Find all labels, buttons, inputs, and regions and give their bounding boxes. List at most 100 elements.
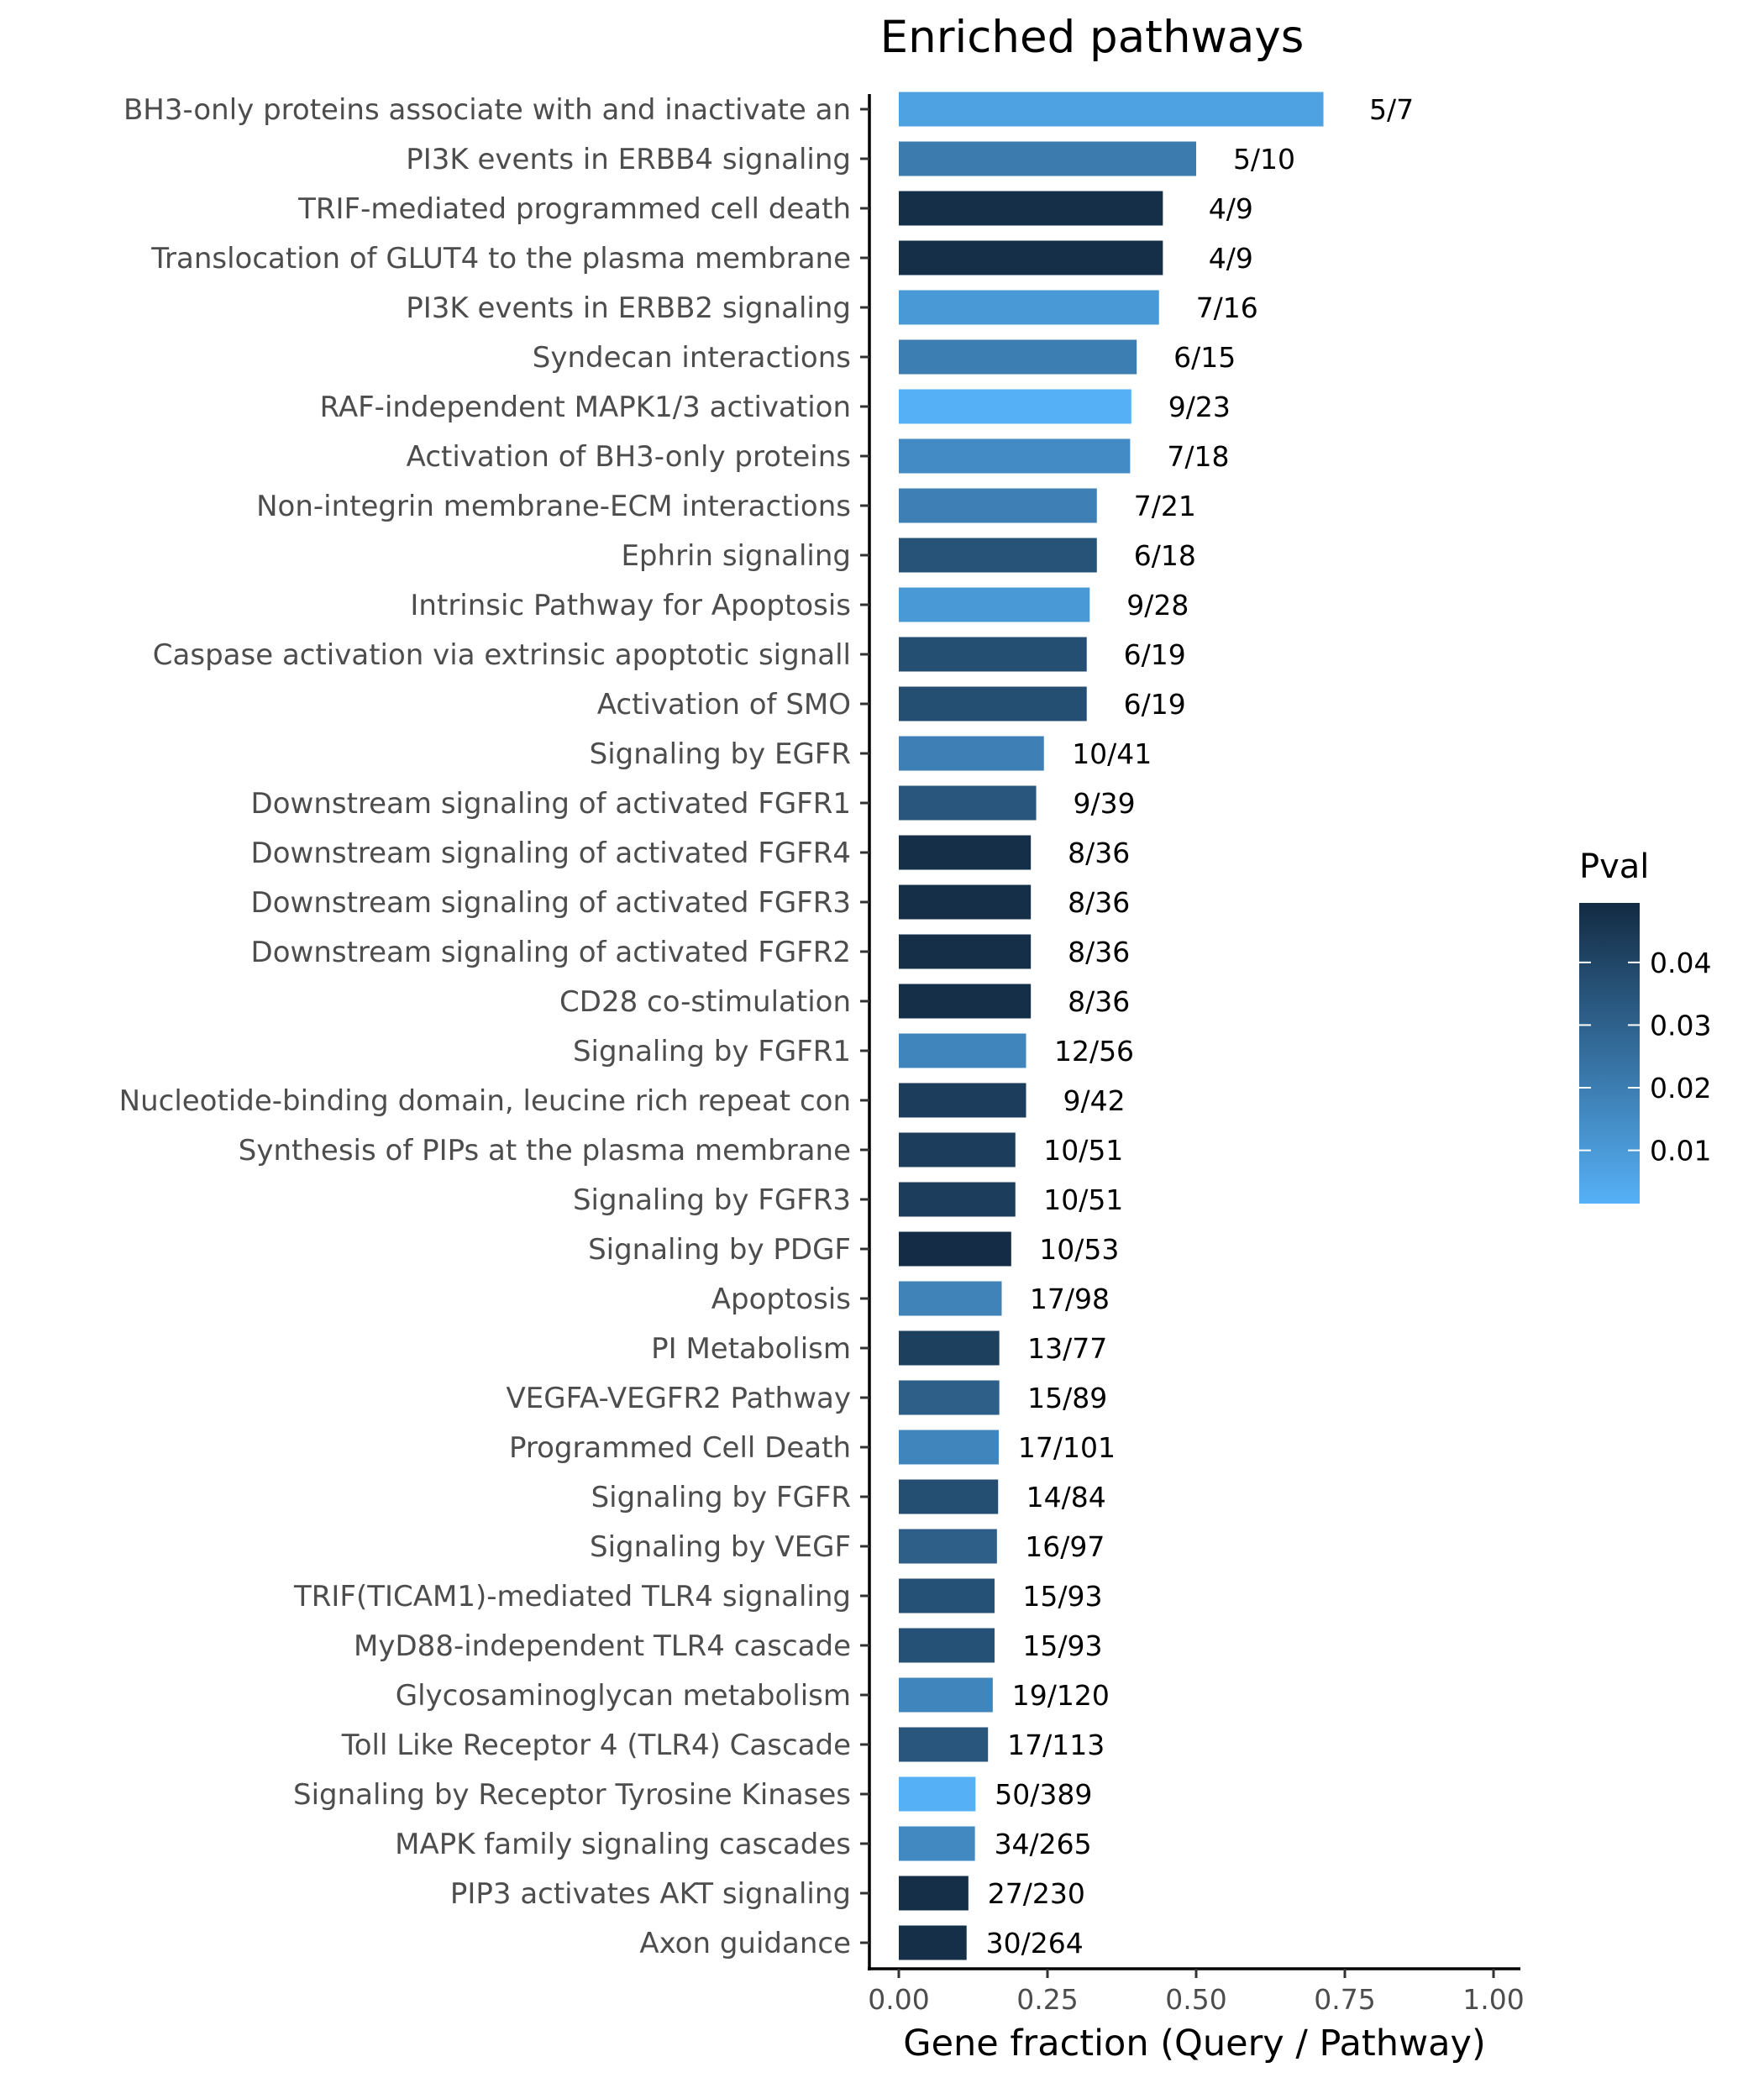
bar-value-label: 6/19 — [1124, 638, 1186, 671]
bar — [899, 785, 1037, 821]
bar — [899, 389, 1131, 424]
x-tick-label: 0.75 — [1314, 1983, 1375, 2016]
x-axis-ticks: 0.00 0.25 0.50 0.75 1.00 — [868, 1969, 1525, 2016]
bar — [899, 1826, 975, 1861]
category-label: Signaling by FGFR — [591, 1481, 851, 1514]
bar-value-label: 10/51 — [1043, 1183, 1123, 1216]
category-label: Axon guidance — [639, 1927, 851, 1960]
category-label: MAPK family signaling cascades — [395, 1828, 851, 1861]
bar — [899, 1132, 1016, 1167]
category-label: Downstream signaling of activated FGFR3 — [251, 886, 851, 920]
bar-value-label: 6/18 — [1134, 539, 1196, 572]
bar — [899, 835, 1032, 870]
bar-value-label: 10/53 — [1039, 1233, 1119, 1266]
bar-value-label: 10/51 — [1043, 1134, 1123, 1167]
bar — [899, 1182, 1016, 1217]
category-label: Signaling by Receptor Tyrosine Kinases — [293, 1778, 851, 1812]
category-label: Signaling by FGFR1 — [573, 1035, 851, 1068]
bar — [899, 984, 1032, 1019]
bar-value-label: 19/120 — [1012, 1679, 1110, 1712]
bar — [899, 1628, 995, 1663]
bar-value-label: 30/264 — [986, 1927, 1084, 1960]
bar — [899, 1083, 1026, 1118]
category-label: MyD88-independent TLR4 cascade — [354, 1629, 851, 1663]
bar-value-label: 5/7 — [1369, 93, 1414, 126]
bar-value-label: 8/36 — [1068, 985, 1130, 1018]
bar-value-label: 34/265 — [995, 1828, 1092, 1860]
bar-value-label: 13/77 — [1027, 1332, 1107, 1365]
bar-value-label: 9/39 — [1073, 787, 1135, 820]
x-tick-label: 1.00 — [1462, 1983, 1524, 2016]
legend-colorbar — [1579, 903, 1640, 1204]
category-label: Caspase activation via extrinsic apoptot… — [153, 638, 851, 672]
bar — [899, 339, 1137, 375]
bar — [899, 1330, 1000, 1366]
category-label: Intrinsic Pathway for Apoptosis — [410, 589, 851, 622]
chart-title: Enriched pathways — [880, 12, 1305, 63]
bar — [899, 1578, 995, 1613]
bar-value-label: 6/19 — [1124, 688, 1186, 721]
category-label: Signaling by EGFR — [590, 737, 851, 771]
x-tick-label: 0.00 — [868, 1983, 929, 2016]
category-label: TRIF-mediated programmed cell death — [297, 192, 851, 226]
bar — [899, 488, 1097, 523]
legend-title: Pval — [1579, 847, 1649, 886]
bar — [899, 686, 1087, 721]
category-label: BH3-only proteins associate with and ina… — [123, 93, 851, 127]
category-label: Nucleotide-binding domain, leucine rich … — [119, 1084, 851, 1118]
bar — [899, 191, 1163, 226]
bar — [899, 92, 1324, 127]
bar-value-label: 14/84 — [1026, 1481, 1106, 1514]
category-label: Syndecan interactions — [533, 341, 851, 375]
bar-value-label: 15/93 — [1022, 1629, 1102, 1662]
category-label: TRIF(TICAM1)-mediated TLR4 signaling — [293, 1580, 851, 1613]
bar-value-labels: 5/7 5/10 4/9 4/9 7/16 6/15 9/23 7/18 7/21 6/18 9/2… — [986, 93, 1414, 1960]
bar — [899, 934, 1032, 969]
category-labels: BH3-only proteins associate with and ina… — [119, 93, 851, 1960]
bars-layer — [899, 92, 1324, 1960]
x-axis-title: Gene fraction (Query / Pathway) — [903, 2023, 1485, 2065]
bar-value-label: 9/28 — [1126, 589, 1189, 622]
category-label: VEGFA-VEGFR2 Pathway — [507, 1382, 851, 1415]
bar-value-label: 17/101 — [1018, 1431, 1116, 1464]
legend-tick-label: 0.01 — [1650, 1135, 1711, 1167]
bar-value-label: 9/42 — [1063, 1084, 1125, 1117]
category-label: Activation of SMO — [597, 688, 851, 721]
bar-value-label: 9/23 — [1168, 391, 1231, 423]
bar-value-label: 17/113 — [1007, 1729, 1105, 1761]
bar-value-label: 7/18 — [1167, 440, 1229, 473]
bar — [899, 240, 1163, 275]
bar-value-label: 17/98 — [1030, 1283, 1110, 1315]
category-label: Activation of BH3-only proteins — [407, 440, 851, 474]
category-label: Ephrin signaling — [621, 539, 851, 573]
x-tick-label: 0.50 — [1165, 1983, 1226, 2016]
category-label: Downstream signaling of activated FGFR2 — [251, 936, 851, 969]
bar — [899, 1727, 989, 1762]
bar — [899, 1677, 993, 1713]
bar — [899, 1231, 1011, 1267]
bar-value-label: 8/36 — [1068, 936, 1130, 968]
bar-value-label: 15/93 — [1022, 1580, 1102, 1613]
category-label: RAF-independent MAPK1/3 activation — [320, 391, 851, 424]
bar — [899, 1925, 967, 1960]
bar-value-label: 4/9 — [1209, 242, 1253, 275]
category-label: Translocation of GLUT4 to the plasma mem… — [150, 242, 851, 275]
category-label: Programmed Cell Death — [509, 1431, 851, 1465]
axes — [860, 94, 1520, 1970]
bar-value-label: 12/56 — [1054, 1035, 1134, 1068]
bar-value-label: 8/36 — [1068, 837, 1130, 869]
legend-ticks: 0.01 0.02 0.03 0.04 — [1579, 947, 1711, 1167]
bar — [899, 587, 1090, 622]
legend-tick-label: 0.02 — [1650, 1072, 1711, 1104]
bar — [899, 141, 1196, 176]
bar — [899, 1776, 976, 1812]
category-label: Toll Like Receptor 4 (TLR4) Cascade — [341, 1729, 851, 1762]
category-label: PI Metabolism — [651, 1332, 851, 1366]
bar — [899, 1281, 1002, 1316]
category-label: PIP3 activates AKT signaling — [450, 1877, 851, 1911]
category-label: CD28 co-stimulation — [559, 985, 851, 1019]
legend-tick-label: 0.04 — [1650, 947, 1711, 979]
bar-value-label: 6/15 — [1173, 341, 1236, 374]
category-label: Apoptosis — [711, 1283, 851, 1316]
bar-value-label: 7/21 — [1134, 490, 1196, 522]
